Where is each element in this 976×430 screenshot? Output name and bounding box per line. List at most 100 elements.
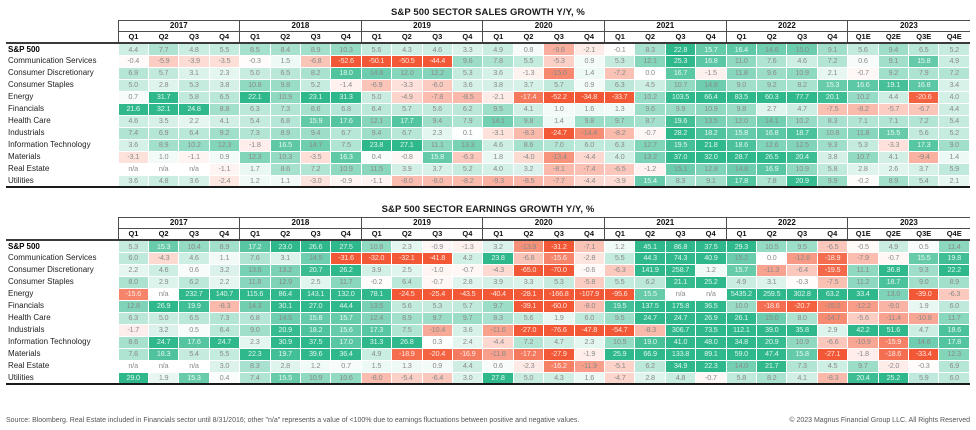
heatmap-cell: 21.6	[117, 102, 149, 116]
heatmap-cell: 5.8	[178, 90, 210, 104]
heatmap-cell: 16.7	[664, 66, 697, 80]
heatmap-cell: 27.1	[391, 138, 423, 152]
heatmap-cell: 25.2	[695, 275, 727, 289]
heatmap-cell: -8.0	[391, 174, 423, 188]
heatmap-cell: 16.8	[695, 54, 727, 68]
quarter-header: Q4	[209, 228, 240, 241]
heatmap-cell: 3.2	[208, 263, 241, 277]
heatmap-cell: 13.3	[451, 138, 484, 152]
heatmap-cell: 73.5	[695, 323, 727, 337]
heatmap-cell: 10.3	[330, 42, 362, 56]
heatmap-cell: 5.7	[451, 299, 484, 313]
heatmap-cell: n/a	[695, 287, 727, 301]
heatmap-cell: 9.8	[269, 78, 301, 92]
heatmap-cell: 2.8	[634, 371, 666, 385]
heatmap-cell: 2.9	[816, 323, 849, 337]
heatmap-cell: 11.5	[360, 162, 393, 176]
table-row: Real Estate n/a n/a n/a 3.0 8.3 2.8 1.2 0.7 1.5 1.…	[6, 359, 970, 373]
heatmap-cell: 7.2	[908, 114, 940, 128]
heatmap-cell: 258.7	[664, 263, 697, 277]
heatmap-cell: 17.0	[330, 335, 362, 349]
heatmap-cell: 9.6	[634, 102, 666, 116]
quarter-header: Q4E	[938, 228, 970, 241]
heatmap-cell: 10.9	[330, 162, 362, 176]
year-header: 2021	[604, 20, 727, 32]
heatmap-cell: 22.3	[695, 359, 727, 373]
source-note: Source: Bloomberg. Real Estate included …	[6, 417, 580, 424]
heatmap-cell: 10.8	[816, 126, 849, 140]
heatmap-cell: 23.8	[360, 138, 393, 152]
heatmap-cell: -8.0	[421, 174, 453, 188]
heatmap-cell: 4.6	[421, 42, 453, 56]
heatmap-cell: 0.6	[178, 263, 210, 277]
heatmap-cell: -1.4	[330, 78, 362, 92]
heatmap-cell: 17.2	[239, 239, 271, 253]
heatmap-cell: 0.5	[908, 239, 940, 253]
heatmap-cell: -11.8	[482, 347, 514, 361]
heatmap-cell: 4.0	[603, 150, 636, 164]
sales-heatmap-table-container: 2017 2018 2019 2020 2021 2022 2023 Q1 Q2 Q3 Q4 Q1 Q2…	[6, 20, 970, 188]
heatmap-cell: 5.6	[421, 102, 453, 116]
heatmap-cell: 5.2	[299, 78, 332, 92]
heatmap-cell: -8.3	[634, 323, 666, 337]
heatmap-cell: 10.0	[725, 299, 758, 313]
heatmap-cell: 7.8	[756, 174, 788, 188]
heatmap-cell: 10.3	[269, 150, 301, 164]
heatmap-cell: 17.8	[725, 174, 758, 188]
heatmap-cell: 9.6	[451, 54, 484, 68]
heatmap-cell: 3.3	[451, 42, 484, 56]
heatmap-cell: 7.4	[117, 126, 149, 140]
heatmap-cell: -4.4	[482, 335, 514, 349]
heatmap-cell: 5.4	[908, 174, 940, 188]
heatmap-cell: 6.4	[360, 102, 393, 116]
year-header: 2020	[482, 217, 605, 229]
heatmap-cell: 26.6	[299, 239, 332, 253]
heatmap-cell: 5.3	[421, 299, 453, 313]
heatmap-cell: 0.9	[573, 78, 606, 92]
heatmap-cell: 7.2	[299, 162, 332, 176]
heatmap-cell: 19.0	[634, 335, 666, 349]
heatmap-cell: 4.8	[147, 174, 180, 188]
heatmap-cell: 11.7	[330, 275, 362, 289]
row-label: Industrials	[8, 325, 45, 334]
row-label: Health Care	[8, 313, 51, 322]
heatmap-cell: 0.6	[482, 359, 514, 373]
heatmap-cell: 137.5	[634, 299, 666, 313]
heatmap-cell: 9.7	[603, 114, 636, 128]
heatmap-cell: 10.5	[756, 239, 788, 253]
heatmap-cell: 1.9	[147, 371, 180, 385]
heatmap-cell: 1.1	[208, 251, 241, 265]
heatmap-cell: 51.6	[877, 323, 910, 337]
quarter-header: Q1	[603, 31, 635, 44]
heatmap-cell: 41.0	[664, 335, 697, 349]
heatmap-cell: 16.5	[269, 138, 301, 152]
heatmap-cell: 8.7	[634, 114, 666, 128]
heatmap-cell: n/a	[178, 359, 210, 373]
heatmap-cell: 48.0	[695, 335, 727, 349]
heatmap-cell: 14.1	[482, 114, 514, 128]
heatmap-cell: 16.3	[330, 150, 362, 164]
table-row: S&P 500 4.4 7.7 4.8 5.5 8.5 8.4 8.9 10.3 5.6 4.3 4.…	[6, 42, 970, 56]
heatmap-cell: 6.7	[330, 126, 362, 140]
heatmap-cell: -6.6	[816, 335, 849, 349]
heatmap-cell: 3.1	[178, 66, 210, 80]
heatmap-cell: 10.8	[360, 239, 393, 253]
heatmap-cell: -32.1	[391, 251, 423, 265]
heatmap-cell: -5.8	[573, 275, 606, 289]
heatmap-cell: 4.6	[117, 114, 149, 128]
heatmap-cell: 3.5	[147, 114, 180, 128]
heatmap-cell: 12.2	[421, 66, 453, 80]
heatmap-cell: 10.7	[847, 150, 879, 164]
heatmap-cell: 8.3	[816, 114, 849, 128]
heatmap-cell: 7.2	[816, 54, 849, 68]
heatmap-cell: 10.7	[664, 78, 697, 92]
quarter-header: Q2	[756, 228, 787, 241]
heatmap-cell: -39.0	[908, 287, 940, 301]
footer: Source: Bloomberg. Real Estate included …	[6, 417, 970, 424]
heatmap-cell: -6.5	[816, 239, 849, 253]
heatmap-cell: 1.9	[908, 299, 940, 313]
heatmap-cell: 1.2	[299, 359, 332, 373]
heatmap-cell: 86.4	[269, 287, 301, 301]
heatmap-cell: 9.8	[725, 102, 758, 116]
heatmap-cell: 14.0	[725, 359, 758, 373]
